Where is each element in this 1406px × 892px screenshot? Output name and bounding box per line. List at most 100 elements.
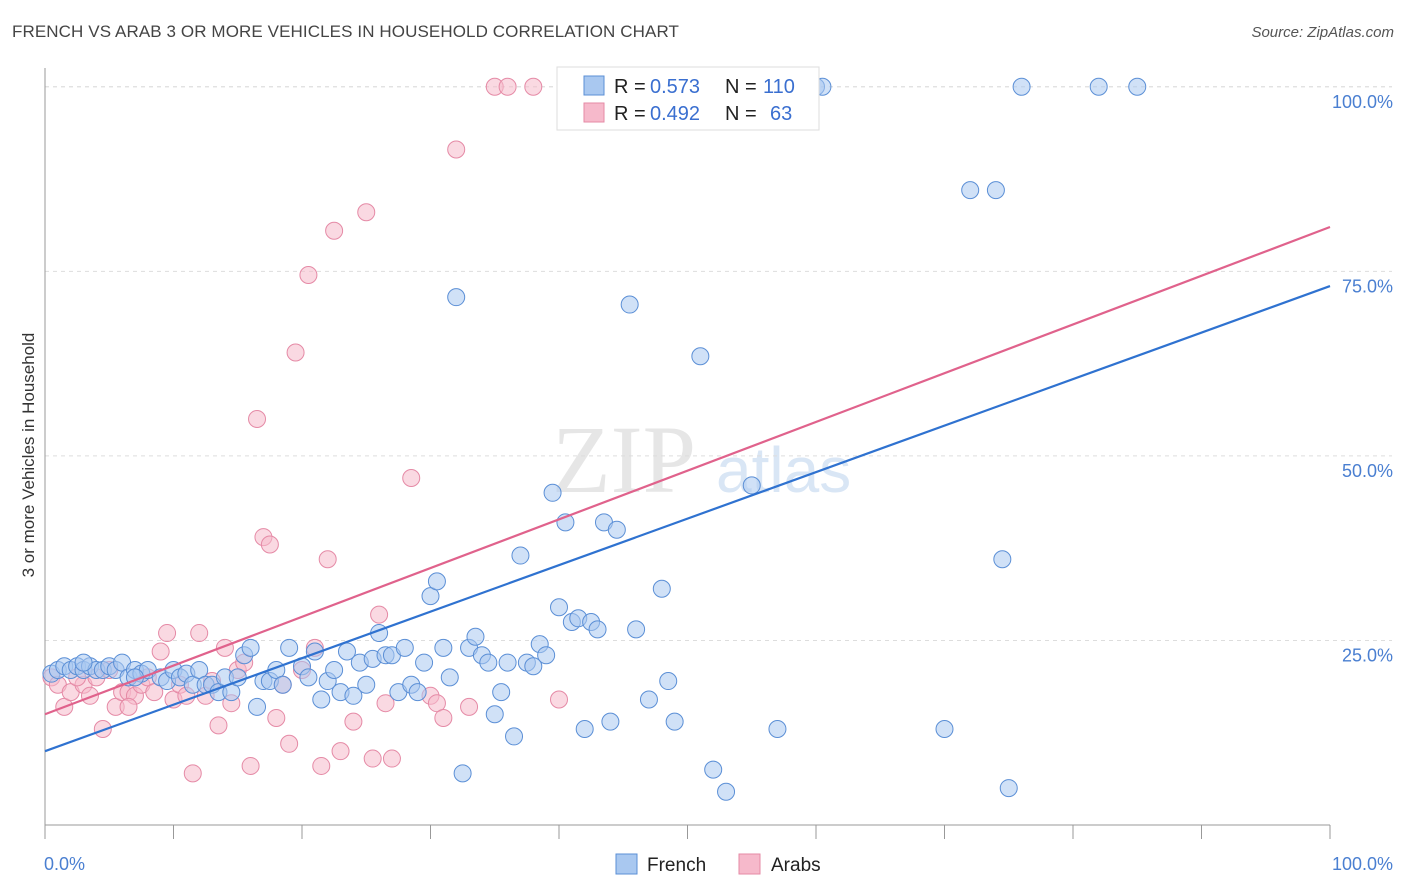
arabs-point	[318, 550, 337, 569]
bottom-legend-label-arabs: Arabs	[771, 855, 821, 876]
french-point	[1089, 77, 1108, 96]
french-point	[299, 668, 318, 687]
legend-n-label-arabs: N =	[725, 103, 757, 125]
french-point	[717, 782, 736, 801]
arabs-point	[325, 221, 344, 240]
french-point	[986, 181, 1005, 200]
x-ticks	[44, 825, 1331, 839]
french-point	[691, 347, 710, 366]
watermark-zip: ZIP	[552, 406, 696, 513]
french-point	[453, 764, 472, 783]
french-point	[524, 657, 543, 676]
french-point	[434, 638, 453, 657]
arabs-point	[363, 749, 382, 768]
french-point	[466, 627, 485, 646]
french-point	[395, 638, 414, 657]
bottom-legend-swatch-french	[615, 853, 638, 875]
french-point	[704, 760, 723, 779]
legend-r-french: 0.573	[650, 76, 700, 98]
french-point	[492, 683, 511, 702]
watermark-atlas: atlas	[716, 434, 851, 506]
bottom-legend: French Arabs	[615, 853, 821, 876]
bottom-legend-label-french: French	[647, 855, 706, 876]
french-point	[639, 690, 658, 709]
french-point	[427, 572, 446, 591]
chart-title: FRENCH VS ARAB 3 OR MORE VEHICLES IN HOU…	[12, 22, 680, 41]
french-point	[588, 620, 607, 639]
french-point	[665, 712, 684, 731]
french-point	[485, 705, 504, 724]
x-tick-label-max: 100.0%	[1332, 854, 1393, 874]
legend-swatch-french	[583, 75, 605, 96]
french-point	[1012, 77, 1031, 96]
arabs-point	[382, 749, 401, 768]
french-point	[408, 683, 427, 702]
arabs-point	[460, 697, 479, 716]
arabs-point	[376, 694, 395, 713]
french-point	[550, 598, 568, 617]
french-point	[993, 550, 1012, 569]
french-point	[344, 686, 363, 705]
french-point	[479, 653, 498, 672]
arabs-point	[447, 140, 466, 159]
y-tick-labels: 25.0% 50.0% 75.0% 100.0%	[1332, 92, 1393, 666]
french-point	[999, 779, 1018, 798]
french-point	[248, 697, 267, 716]
arabs-point	[280, 734, 299, 753]
french-point	[961, 181, 980, 200]
arabs-point	[119, 697, 138, 716]
source-label: Source: ZipAtlas.com	[1251, 24, 1394, 41]
arabs-point	[402, 469, 421, 488]
french-point	[543, 483, 562, 502]
french-point	[659, 672, 678, 691]
legend-swatch-arabs	[583, 102, 605, 123]
french-point	[742, 476, 761, 495]
y-tick-label: 50.0%	[1342, 461, 1393, 481]
y-tick-label: 25.0%	[1342, 645, 1393, 665]
arabs-point	[267, 708, 286, 727]
arabs-point	[344, 712, 363, 731]
french-point	[273, 675, 292, 694]
legend-n-label-french: N =	[725, 76, 757, 98]
french-point	[627, 620, 646, 639]
arabs-point	[434, 708, 453, 727]
legend-r-label-arabs: R =	[614, 103, 646, 125]
bottom-legend-swatch-arabs	[738, 853, 761, 875]
arabs-point	[93, 720, 112, 739]
y-axis-label: 3 or more Vehicles in Household	[19, 333, 38, 578]
arabs-point	[248, 409, 267, 428]
arabs-point	[331, 742, 350, 761]
arabs-point	[80, 686, 99, 705]
french-point	[280, 638, 299, 657]
french-point	[312, 690, 331, 709]
french-point	[498, 653, 517, 672]
arabs-point	[312, 756, 331, 775]
legend-box: R = 0.573 N = 110 R = 0.492 N = 63	[556, 66, 820, 131]
french-point	[447, 288, 466, 307]
arabs-point	[241, 756, 260, 775]
y-tick-label: 100.0%	[1332, 92, 1393, 112]
french-point	[601, 712, 620, 731]
french-point	[440, 668, 459, 687]
french-point	[620, 295, 639, 314]
french-trend-line	[44, 285, 1331, 753]
legend-r-label-french: R =	[614, 76, 646, 98]
arabs-point	[498, 77, 517, 96]
arabs-point	[370, 605, 389, 624]
french-point	[935, 720, 954, 739]
arabs-point	[550, 690, 568, 709]
trend-lines	[44, 226, 1331, 753]
french-point	[652, 579, 671, 598]
arabs-point	[151, 642, 170, 661]
french-point	[511, 546, 530, 565]
legend-n-arabs: 63	[770, 103, 792, 125]
arabs-point	[260, 535, 279, 554]
french-point	[325, 660, 344, 679]
arabs-point	[524, 77, 543, 96]
x-tick-label-min: 0.0%	[44, 854, 85, 874]
gridlines	[45, 86, 1392, 641]
legend-r-arabs: 0.492	[650, 103, 700, 125]
french-point	[357, 675, 376, 694]
arabs-point	[183, 764, 202, 783]
